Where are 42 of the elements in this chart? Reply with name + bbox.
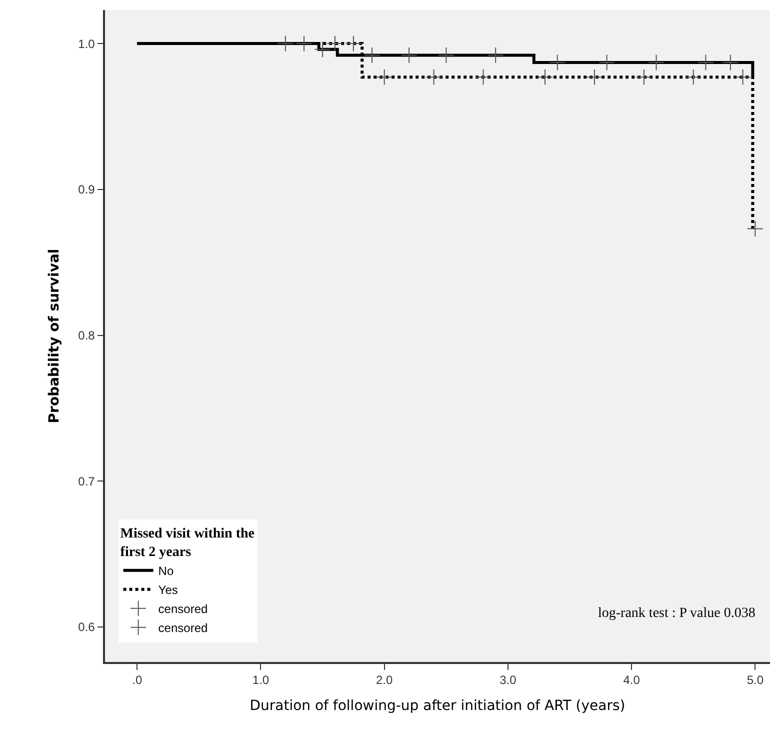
point — [722, 54, 739, 71]
point — [746, 220, 764, 237]
point — [549, 54, 566, 71]
point — [376, 68, 393, 86]
x-axis-title: Duration of following-up after initiation of ART (years) — [250, 698, 626, 714]
point — [598, 54, 616, 71]
point — [364, 47, 380, 64]
point — [277, 35, 294, 52]
point — [400, 47, 418, 64]
x-tick-label: 1.0 — [252, 673, 270, 688]
x-tick-label: .0 — [132, 673, 142, 688]
y-tick-label: 0.9 — [78, 182, 96, 197]
point — [426, 68, 442, 86]
point — [475, 68, 492, 86]
point — [326, 35, 344, 52]
legend-label: No — [158, 564, 174, 578]
point — [296, 35, 312, 52]
point — [536, 68, 554, 86]
legend-label: censored — [158, 621, 208, 636]
y-tick-label: 0.6 — [78, 620, 96, 634]
point — [345, 35, 362, 52]
legend-label: censored — [158, 602, 208, 616]
y-axis-title: Probability of survival — [46, 248, 62, 424]
annotation: log-rank test : P value 0.038 — [598, 606, 756, 621]
x-tick-label: 4.0 — [623, 673, 640, 688]
point — [487, 47, 504, 64]
y-tick-label: 0.7 — [78, 474, 96, 488]
point — [314, 41, 331, 58]
point — [648, 54, 664, 71]
y-tick-label: 0.8 — [78, 328, 96, 342]
point — [698, 54, 714, 71]
x-tick-label: 3.0 — [500, 673, 517, 688]
legend-label: Yes — [158, 583, 178, 598]
point — [586, 68, 603, 86]
x-tick-label: 2.0 — [376, 673, 394, 688]
x-tick-label: 5.0 — [746, 673, 764, 688]
point — [636, 68, 652, 86]
point — [685, 68, 702, 86]
legend-title: Missed visit within the first 2 years — [120, 526, 254, 560]
y-tick-label: 1.0 — [78, 36, 96, 51]
point — [734, 68, 752, 86]
point — [438, 47, 454, 64]
